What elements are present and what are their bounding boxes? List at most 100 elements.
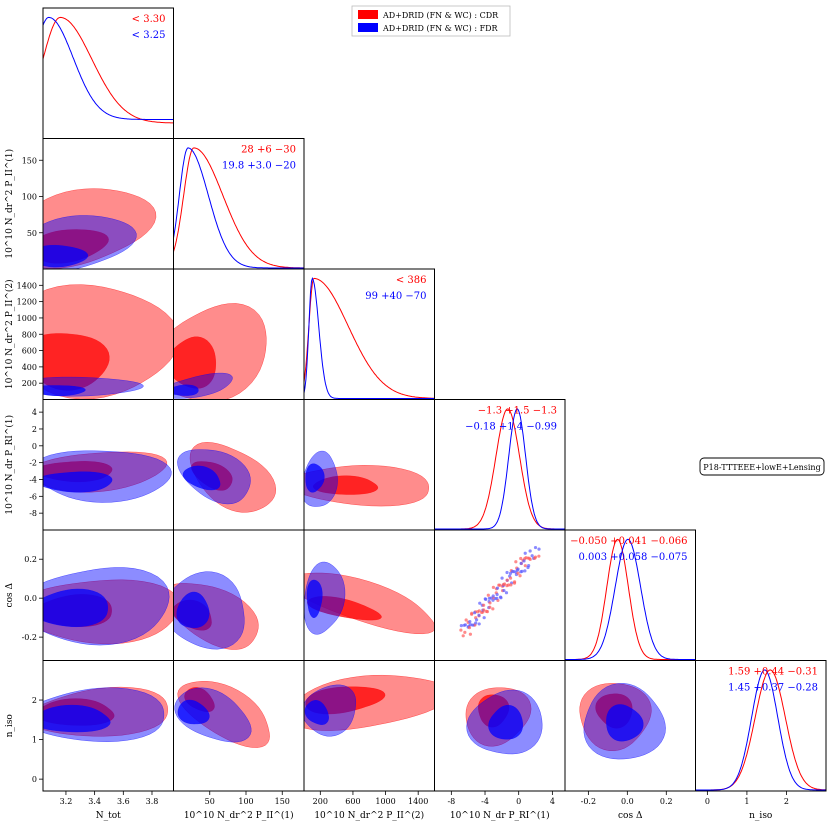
- dataset-label-text: P18-TTTEEE+lowE+Lensing: [703, 463, 820, 472]
- y-tick-label: 600: [22, 347, 37, 356]
- panel-n_iso-vs-P_RI_1: [434, 660, 566, 792]
- x-axis-label: 10^10 N_dr^2 P_II^(2): [314, 810, 424, 821]
- sample-point: [468, 632, 472, 636]
- x-tick-label: 150: [275, 797, 290, 806]
- y-tick-label: 0.0: [24, 594, 37, 603]
- sample-point: [488, 601, 492, 605]
- panel-cos_delta-vs-P_RI_1: [434, 529, 566, 661]
- x-tick-label: 50: [205, 797, 215, 806]
- sample-point: [474, 618, 479, 622]
- stat-cdr: < 386: [396, 275, 427, 286]
- contour-68: [43, 704, 111, 733]
- marginal-curve-fdr: [434, 408, 565, 530]
- x-tick-label: 1400: [408, 797, 428, 806]
- contour-68: [304, 700, 329, 725]
- panel-frame: [434, 529, 566, 661]
- contour-68: [488, 704, 524, 740]
- sample-point: [483, 597, 487, 601]
- sample-point: [491, 594, 495, 598]
- contour-68: [176, 591, 210, 629]
- sample-point: [523, 564, 527, 568]
- x-tick-label: 0: [516, 797, 521, 806]
- x-axis-n_iso: 0 1 2 n_iso: [705, 791, 789, 821]
- y-tick-label: -6: [29, 492, 37, 501]
- stat-fdr: 99 +40 −70: [365, 291, 426, 302]
- contour-95: [43, 215, 137, 269]
- x-axis-label: n_iso: [749, 811, 772, 821]
- sample-point: [478, 601, 482, 605]
- sample-point: [482, 603, 486, 607]
- sample-point: [464, 618, 468, 622]
- dataset-label: P18-TTTEEE+lowE+Lensing: [699, 457, 825, 476]
- sample-point: [498, 595, 503, 599]
- contour-68: [173, 384, 199, 396]
- panel-P_RI_1-vs-P_II_2: [303, 399, 435, 531]
- sample-point: [512, 580, 517, 584]
- contour-68: [182, 465, 221, 491]
- panel-frame: [564, 529, 696, 661]
- contour-68: [43, 471, 113, 493]
- marginal-curve-fdr: [42, 16, 174, 120]
- y-tick-label: 1: [32, 736, 37, 745]
- x-tick-label: -4: [481, 797, 489, 806]
- panel-frame: [42, 7, 174, 139]
- x-tick-label: 200: [313, 797, 328, 806]
- sample-point: [528, 549, 532, 553]
- sample-point: [505, 570, 509, 575]
- contour-68: [177, 699, 210, 725]
- stat-fdr: 1.45 +0.37 −0.28: [728, 683, 818, 694]
- panel-P_II_2-vs-N_tot: [42, 268, 174, 400]
- y-tick-label: 1200: [17, 298, 37, 307]
- y-tick-label: 2: [32, 696, 37, 705]
- sample-point: [510, 569, 514, 574]
- sample-point: [477, 609, 481, 613]
- sample-point: [495, 592, 499, 597]
- sample-point: [463, 630, 467, 634]
- sample-point: [463, 623, 468, 627]
- sample-point: [537, 547, 541, 551]
- y-tick-label: 800: [22, 330, 37, 339]
- y-tick-label: -8: [29, 509, 37, 518]
- legend-label-fdr: AD+DRID (FN & WC) : FDR: [382, 24, 499, 33]
- stat-fdr: 0.003 +0.058 −0.075: [579, 552, 688, 563]
- y-tick-label: 100: [22, 193, 37, 202]
- x-tick-label: 3.4: [88, 797, 101, 806]
- stat-fdr: < 3.25: [132, 30, 166, 41]
- marginal-curve-cdr: [303, 277, 435, 399]
- y-tick-label: 400: [22, 363, 37, 372]
- y-axis-P_II_1: 50 100 150 10^10 N_dr^2 P_II^(1): [4, 149, 43, 259]
- sample-point: [474, 621, 478, 625]
- sample-point: [470, 611, 474, 615]
- stat-cdr: 1.59 +0.44 −0.31: [728, 667, 818, 678]
- x-axis-P_RI_1: -8 -4 0 410^10 N_dr P_RI^(1): [447, 791, 555, 821]
- sample-point: [519, 556, 523, 561]
- sample-point: [497, 583, 501, 587]
- stat-cdr: 28 +6 −30: [241, 145, 296, 156]
- x-tick-label: 100: [238, 797, 253, 806]
- x-axis-P_II_2: 200 600 1000 1400 10^10 N_dr^2 P_II^(2): [313, 791, 428, 821]
- sample-point: [482, 616, 486, 620]
- y-tick-label: -4: [29, 475, 37, 484]
- sample-point: [533, 555, 538, 559]
- marginal-curve-fdr: [173, 147, 304, 269]
- marginal-n_iso: 1.59 +0.44 −0.31 1.45 +0.37 −0.28: [695, 660, 827, 792]
- sample-point: [533, 545, 538, 550]
- x-tick-label: 4: [550, 797, 555, 806]
- x-axis-label: cos Δ: [618, 811, 643, 821]
- sample-point: [473, 611, 477, 615]
- contour-95: [304, 572, 435, 635]
- marginal-curve-cdr: [173, 147, 304, 269]
- legend-swatch-cdr: [358, 10, 378, 19]
- marginal-curve-fdr: [695, 669, 826, 791]
- x-axis-N_tot: 3.2 3.4 3.6 3.8 N_tot: [60, 791, 158, 821]
- sample-point: [491, 585, 495, 589]
- sample-point: [523, 569, 527, 573]
- sample-point: [516, 571, 520, 575]
- x-tick-label: -0.2: [581, 797, 596, 806]
- stat-fdr: −0.18 +1.4 −0.99: [465, 422, 557, 433]
- panel-n_iso-vs-N_tot: [42, 660, 174, 792]
- contour-68: [43, 588, 109, 628]
- sample-point: [482, 608, 486, 612]
